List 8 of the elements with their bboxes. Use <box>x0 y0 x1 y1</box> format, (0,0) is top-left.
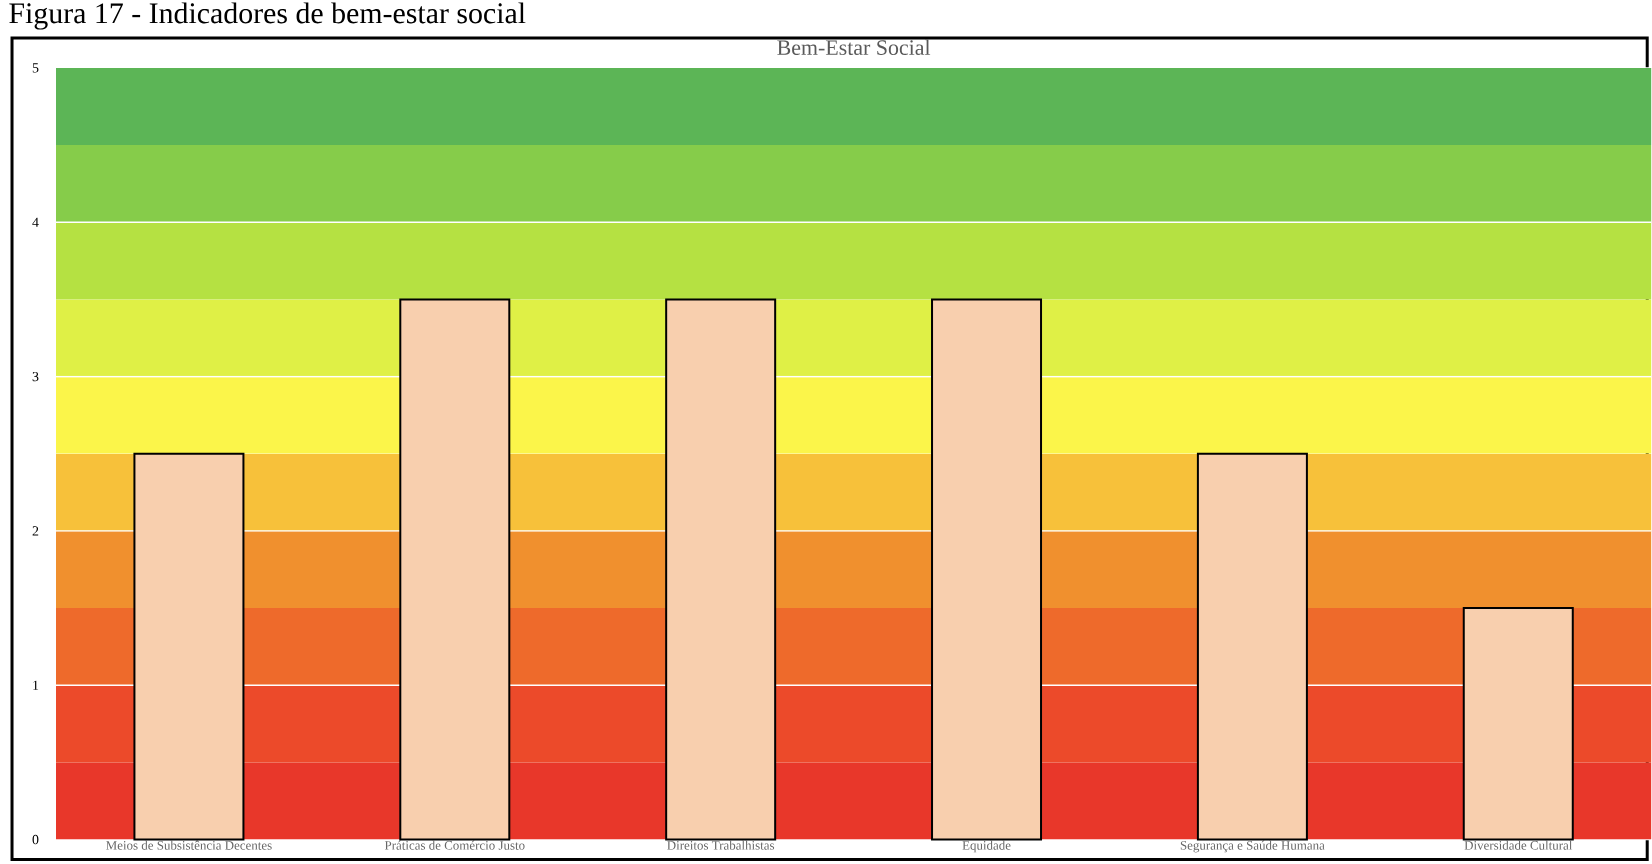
bar <box>1462 607 1574 841</box>
text: Figura 17 - Indicadores de bem-estar social <box>9 2 526 30</box>
bar <box>1196 452 1308 841</box>
bar <box>931 298 1043 841</box>
bar <box>665 298 777 841</box>
bar <box>399 298 511 841</box>
bar <box>133 452 245 841</box>
chart-title: Bem-Estar Social <box>777 39 931 56</box>
